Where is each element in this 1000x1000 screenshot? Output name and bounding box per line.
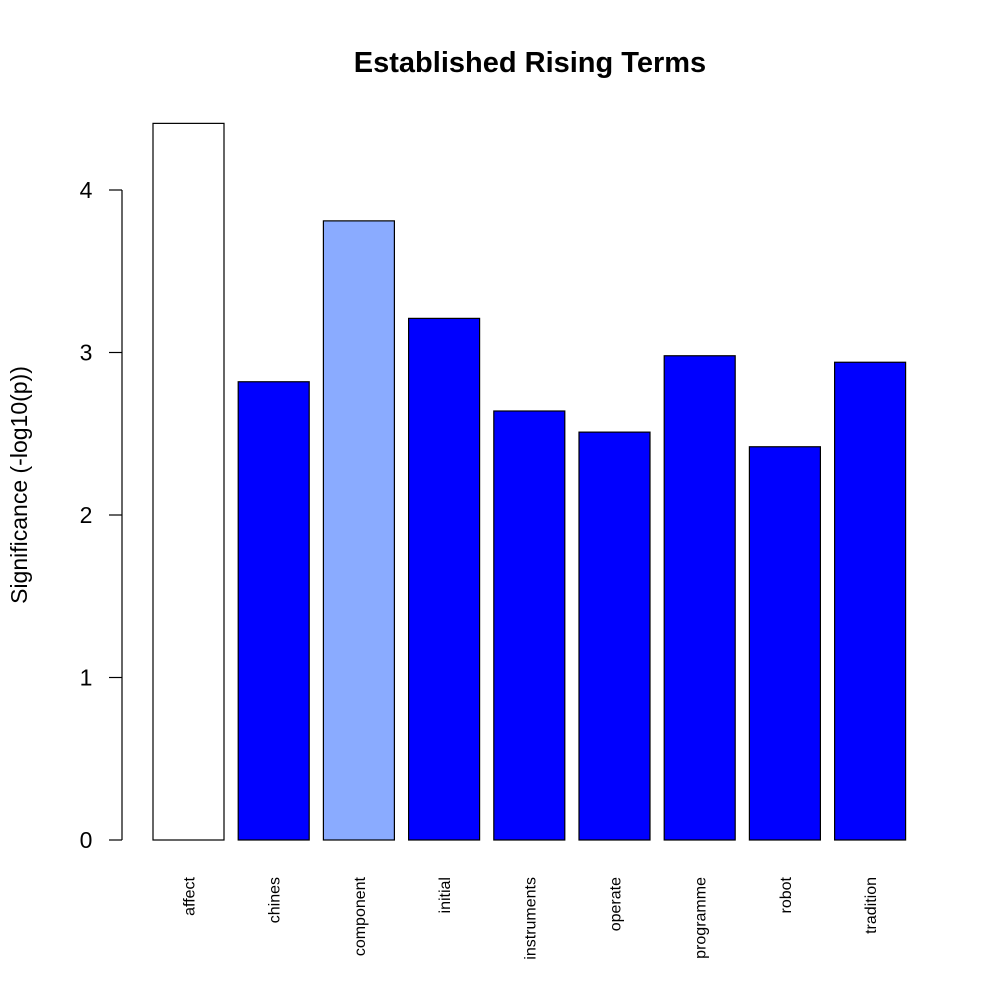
chart-title: Established Rising Terms xyxy=(354,47,706,79)
y-tick-label: 2 xyxy=(80,502,93,528)
y-tick-label: 0 xyxy=(80,827,93,853)
y-axis: 0 1 2 3 4 xyxy=(80,177,123,853)
x-tick-label: robot xyxy=(778,876,795,913)
bar-component xyxy=(322,220,395,841)
bar-programme xyxy=(663,355,736,841)
x-axis-labels: affect chines component initial instruments o… xyxy=(182,876,881,959)
bar-robot xyxy=(748,446,822,841)
x-tick-label: programme xyxy=(693,877,710,959)
bar-chines xyxy=(237,381,310,841)
x-tick-label: operate xyxy=(608,877,625,931)
y-tick-label: 1 xyxy=(80,665,93,691)
bar-tradition xyxy=(833,361,907,841)
x-tick-label: affect xyxy=(182,876,199,915)
x-tick-label: component xyxy=(352,876,369,956)
y-axis-label: Significance (-log10(p)) xyxy=(6,366,32,604)
bar-initial xyxy=(408,317,481,841)
x-tick-label: instruments xyxy=(522,877,539,960)
bar-instruments xyxy=(493,410,566,841)
bar-operate xyxy=(578,431,651,841)
x-tick-label: chines xyxy=(267,877,284,923)
x-tick-label: tradition xyxy=(863,877,880,934)
bars xyxy=(152,122,907,841)
bar-affect xyxy=(152,122,225,841)
y-tick-label: 4 xyxy=(80,177,93,203)
y-tick-label: 3 xyxy=(80,340,93,366)
x-tick-label: initial xyxy=(437,877,454,913)
